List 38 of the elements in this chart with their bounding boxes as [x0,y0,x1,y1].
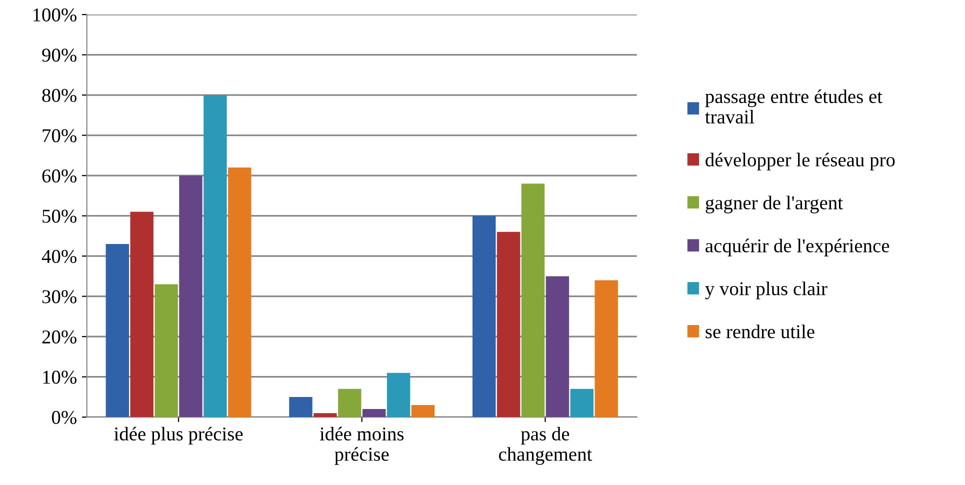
legend-label: se rendre utile [706,324,814,338]
y-tick-label: 20% [42,330,76,344]
bar [496,232,520,418]
y-tick-label: 80% [42,88,76,102]
y-tick-label: 70% [42,129,76,142]
bar [411,405,435,418]
bar [362,409,386,418]
bar [386,372,410,418]
y-tick-label: 60% [42,169,76,183]
y-tick-label: 50% [42,210,76,223]
legend-label: gagner de l'argent [706,196,843,214]
bar [179,176,202,418]
legend-label: y voir plus clair [705,282,828,300]
bar [521,184,545,418]
bar [289,396,312,418]
bar [338,388,362,418]
bar [106,244,130,418]
bar [472,216,496,418]
y-tick-label: 100% [33,8,76,22]
bar [570,388,594,418]
x-tick-label: idée moins précise [320,426,404,465]
y-tick-label: 40% [42,250,76,264]
legend-label: acquérir de l'expérience [706,238,890,256]
bar [594,280,618,418]
bar [130,212,154,418]
y-tick-label: 30% [42,290,76,304]
y-tick-label: 0% [52,410,76,424]
legend-label: développer le réseau pro [706,152,895,170]
y-tick-label: 90% [42,48,76,62]
bar [546,276,570,418]
y-tick-label: 10% [43,370,76,384]
bar [228,168,252,418]
bar [154,284,178,418]
x-tick-label: idée plus précise [114,426,243,444]
legend-label: passage entre études et travail [705,89,882,124]
bar [204,95,227,418]
x-tick-label: pas de changement [498,426,592,465]
bar [314,413,337,418]
